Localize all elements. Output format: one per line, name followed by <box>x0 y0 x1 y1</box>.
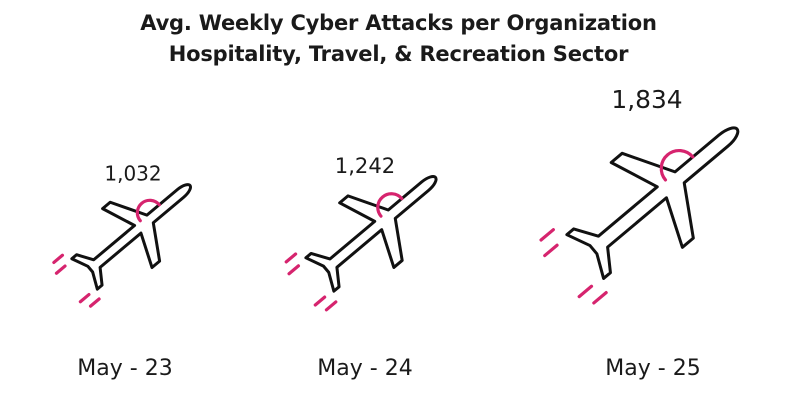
plane-icon-2 <box>284 175 438 312</box>
category-label-2: May - 24 <box>317 356 412 381</box>
category-label-1: May - 23 <box>77 356 172 381</box>
motion-streak <box>539 228 555 242</box>
airplane-icon <box>565 126 740 280</box>
motion-streak <box>52 253 65 265</box>
chart-subtitle: Hospitality, Travel, & Recreation Sector <box>168 42 629 66</box>
window-arc-icon <box>376 192 404 218</box>
motion-streak <box>313 295 327 307</box>
plane-icon-1 <box>52 183 192 308</box>
motion-streak <box>78 292 91 304</box>
motion-streak <box>284 252 298 264</box>
value-label-1: 1,032 <box>104 161 161 185</box>
value-label-2: 1,242 <box>335 153 395 178</box>
value-label-3: 1,834 <box>611 85 682 114</box>
airplane-icon <box>70 183 192 291</box>
window-arc-icon <box>135 198 161 223</box>
window-arc-icon <box>659 149 695 182</box>
plane-icon-3 <box>539 126 740 305</box>
motion-streak <box>592 291 608 305</box>
chart-title: Avg. Weekly Cyber Attacks per Organizati… <box>140 11 657 35</box>
motion-streak <box>88 297 101 308</box>
motion-streak <box>287 264 301 276</box>
motion-streak <box>543 243 559 258</box>
motion-streak <box>54 264 67 275</box>
airplane-icon <box>304 175 438 293</box>
category-label-3: May - 25 <box>605 356 700 381</box>
motion-streak <box>324 300 338 312</box>
motion-streak <box>577 284 594 299</box>
chart-title-block: Avg. Weekly Cyber Attacks per Organizati… <box>0 8 797 70</box>
